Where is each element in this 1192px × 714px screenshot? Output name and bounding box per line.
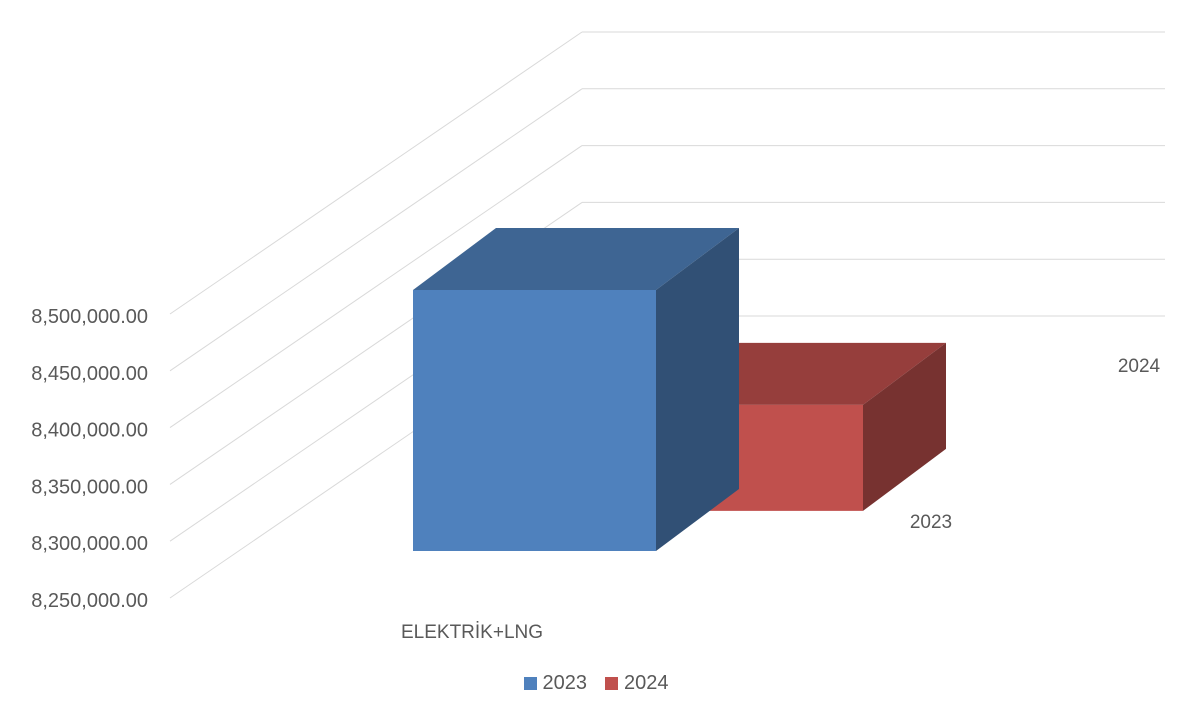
gridlines: [169, 31, 1165, 599]
bar-2023-top: [413, 228, 739, 290]
depth-tick-label: 2024: [1118, 356, 1161, 377]
y-tick-label: 8,350,000.00: [31, 476, 148, 498]
y-tick-label: 8,500,000.00: [31, 306, 148, 328]
y-tick-label: 8,250,000.00: [31, 590, 148, 612]
gridline-diagonal: [169, 145, 583, 429]
legend-label-2024: 2024: [624, 672, 669, 694]
gridline-diagonal: [169, 31, 583, 315]
legend-item-2023: 2023: [523, 672, 588, 695]
y-axis-ticks: 8,250,000.00 8,300,000.00 8,350,000.00 8,40…: [31, 306, 148, 612]
legend-swatch-2024: [605, 677, 618, 690]
bar-2023: [413, 228, 739, 551]
bar-2023-front: [413, 290, 656, 551]
axis-labels: ELEKTRİK+LNG 2023 2024: [401, 356, 1161, 643]
legend: 2023 2024: [0, 672, 1192, 695]
y-tick-label: 8,450,000.00: [31, 363, 148, 385]
gridline-diagonal: [169, 88, 583, 372]
depth-tick-label: 2023: [910, 512, 952, 533]
x-tick-label: ELEKTRİK+LNG: [401, 622, 543, 643]
legend-item-2024: 2024: [605, 672, 669, 695]
bars: [413, 228, 946, 551]
bar-2023-side: [656, 228, 739, 551]
y-tick-label: 8,400,000.00: [31, 420, 148, 442]
legend-swatch-2023: [523, 677, 537, 690]
legend-label-2023: 2023: [542, 672, 588, 694]
y-tick-label: 8,300,000.00: [31, 533, 148, 555]
bar-2024-side: [863, 342, 946, 511]
